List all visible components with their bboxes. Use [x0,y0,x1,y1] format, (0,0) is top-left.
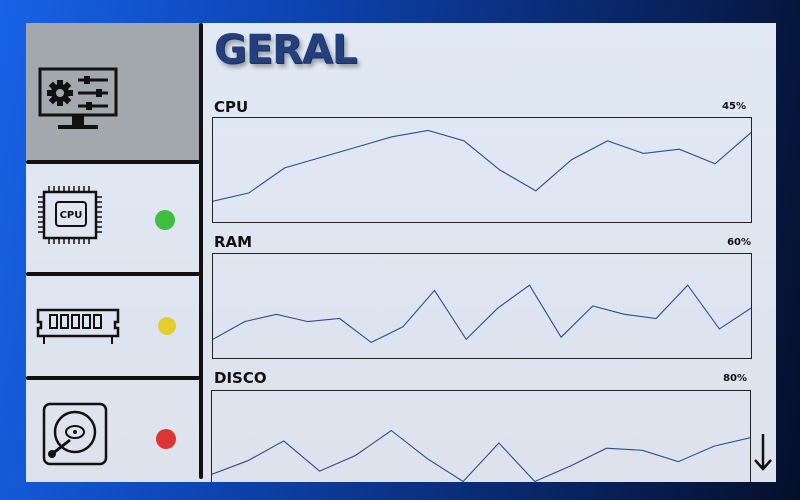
sidebar-item-disk[interactable] [26,380,200,482]
disco-series-line [212,429,750,482]
cpu-usage-line [213,129,751,202]
disk-usage-line [212,429,750,482]
settings-monitor-icon [38,67,118,129]
cpu-chart-percent: 45% [722,101,746,112]
ram-usage-chart [212,253,752,359]
disk-status-dot [156,429,176,449]
page-title: GERAL [214,27,357,73]
arrow-down-icon[interactable] [752,432,774,472]
ram-module-icon [36,308,120,344]
cpu-chart-label: CPU [214,98,249,116]
disk-usage-chart [211,390,751,482]
sidebar-divider [26,376,200,380]
ram-series-line [213,284,751,344]
ram-status-dot [158,317,176,335]
ram-chart-percent: 60% [727,237,751,248]
ram-usage-line [213,284,751,344]
disk-chart-label: DISCO [214,369,267,387]
sidebar-border [199,23,203,479]
cpu-chip-icon: CPU [38,186,102,244]
sidebar-item-general[interactable] [26,23,200,160]
cpu-chip-label: CPU [60,210,83,221]
sidebar-divider [26,160,200,164]
sidebar-item-cpu[interactable]: CPU [26,164,200,272]
sidebar: CPU [26,23,200,482]
cpu-usage-chart [212,117,752,223]
sidebar-item-ram[interactable] [26,276,200,376]
app-window: CPU [26,23,776,482]
cpu-series-line [213,129,751,202]
ram-chart-label: RAM [214,233,253,251]
cpu-status-dot [155,210,175,230]
disk-chart-percent: 80% [723,373,747,384]
hard-disk-icon [42,402,108,466]
sidebar-divider [26,272,200,276]
